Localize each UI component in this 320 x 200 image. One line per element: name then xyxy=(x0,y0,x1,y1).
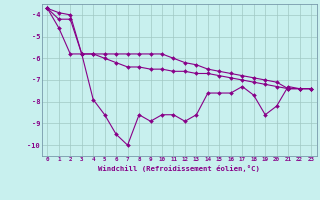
X-axis label: Windchill (Refroidissement éolien,°C): Windchill (Refroidissement éolien,°C) xyxy=(98,165,260,172)
